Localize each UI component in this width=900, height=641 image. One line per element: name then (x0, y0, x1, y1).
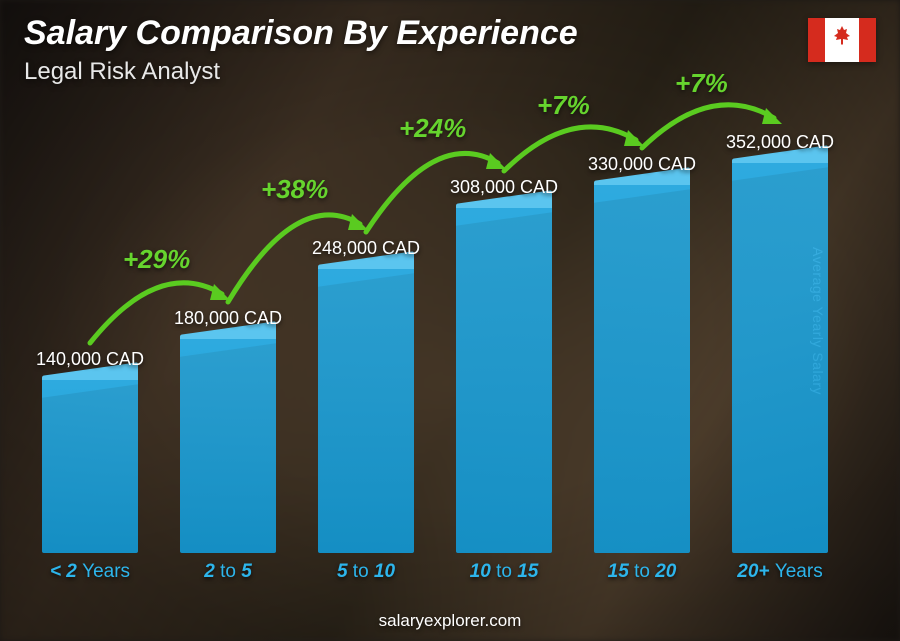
canada-flag-icon (808, 18, 876, 62)
xlabel-to: 15 (517, 561, 538, 582)
increase-arc (345, 36, 525, 186)
bar-x-label: 2 to 5 (168, 561, 288, 583)
bar (594, 174, 690, 553)
bar-x-label: 20+ Years (720, 561, 840, 583)
xlabel-main: < 2 (50, 561, 77, 582)
xlabel-from: 2 (204, 561, 215, 582)
content: Salary Comparison By Experience Legal Ri… (0, 0, 900, 641)
flag-stripe-left (808, 18, 825, 62)
increase-arc (69, 167, 249, 317)
xlabel-to: 5 (241, 561, 252, 582)
bar-front-face (456, 208, 552, 553)
xlabel-unit: Years (775, 561, 823, 582)
bar-front-face (318, 269, 414, 553)
increase-label: +29% (123, 244, 190, 275)
xlabel-from: 15 (608, 561, 629, 582)
xlabel-main: 20+ (737, 561, 769, 582)
bar-x-label: 10 to 15 (444, 561, 564, 583)
xlabel-to-word: to (348, 561, 374, 582)
xlabel-from: 10 (470, 561, 491, 582)
bar-value-label: 248,000 CAD (286, 238, 446, 259)
increase-label: +24% (399, 113, 466, 144)
xlabel-to-word: to (215, 561, 241, 582)
bar (732, 152, 828, 553)
increase-label: +38% (261, 174, 328, 205)
bar-value-label: 140,000 CAD (10, 349, 170, 370)
flag-center (825, 18, 859, 62)
bar-front-face (594, 185, 690, 553)
bar (456, 197, 552, 553)
increase-label: +7% (675, 68, 728, 99)
xlabel-to: 10 (374, 561, 395, 582)
footer-credit: salaryexplorer.com (0, 611, 900, 631)
bar-chart: 140,000 CAD< 2 Years180,000 CAD2 to 5248… (20, 100, 850, 583)
increase-label: +7% (537, 90, 590, 121)
bar-value-label: 308,000 CAD (424, 177, 584, 198)
xlabel-from: 5 (337, 561, 348, 582)
bar (318, 258, 414, 553)
xlabel-unit: Years (82, 561, 130, 582)
bar-front-face (180, 339, 276, 553)
flag-stripe-right (859, 18, 876, 62)
bar-x-label: 15 to 20 (582, 561, 702, 583)
page-subtitle: Legal Risk Analyst (24, 58, 220, 86)
bar-value-label: 352,000 CAD (700, 132, 860, 153)
bar-front-face (42, 380, 138, 553)
bar-front-face (732, 163, 828, 553)
maple-leaf-icon (831, 26, 853, 54)
xlabel-to-word: to (629, 561, 655, 582)
bar-x-label: < 2 Years (30, 561, 150, 583)
increase-arc (207, 97, 387, 247)
xlabel-to: 20 (655, 561, 676, 582)
bar-value-label: 330,000 CAD (562, 154, 722, 175)
bar-value-label: 180,000 CAD (148, 308, 308, 329)
bar-x-label: 5 to 10 (306, 561, 426, 583)
bar (42, 369, 138, 553)
bar (180, 328, 276, 553)
page-title: Salary Comparison By Experience (24, 14, 578, 53)
xlabel-to-word: to (491, 561, 517, 582)
